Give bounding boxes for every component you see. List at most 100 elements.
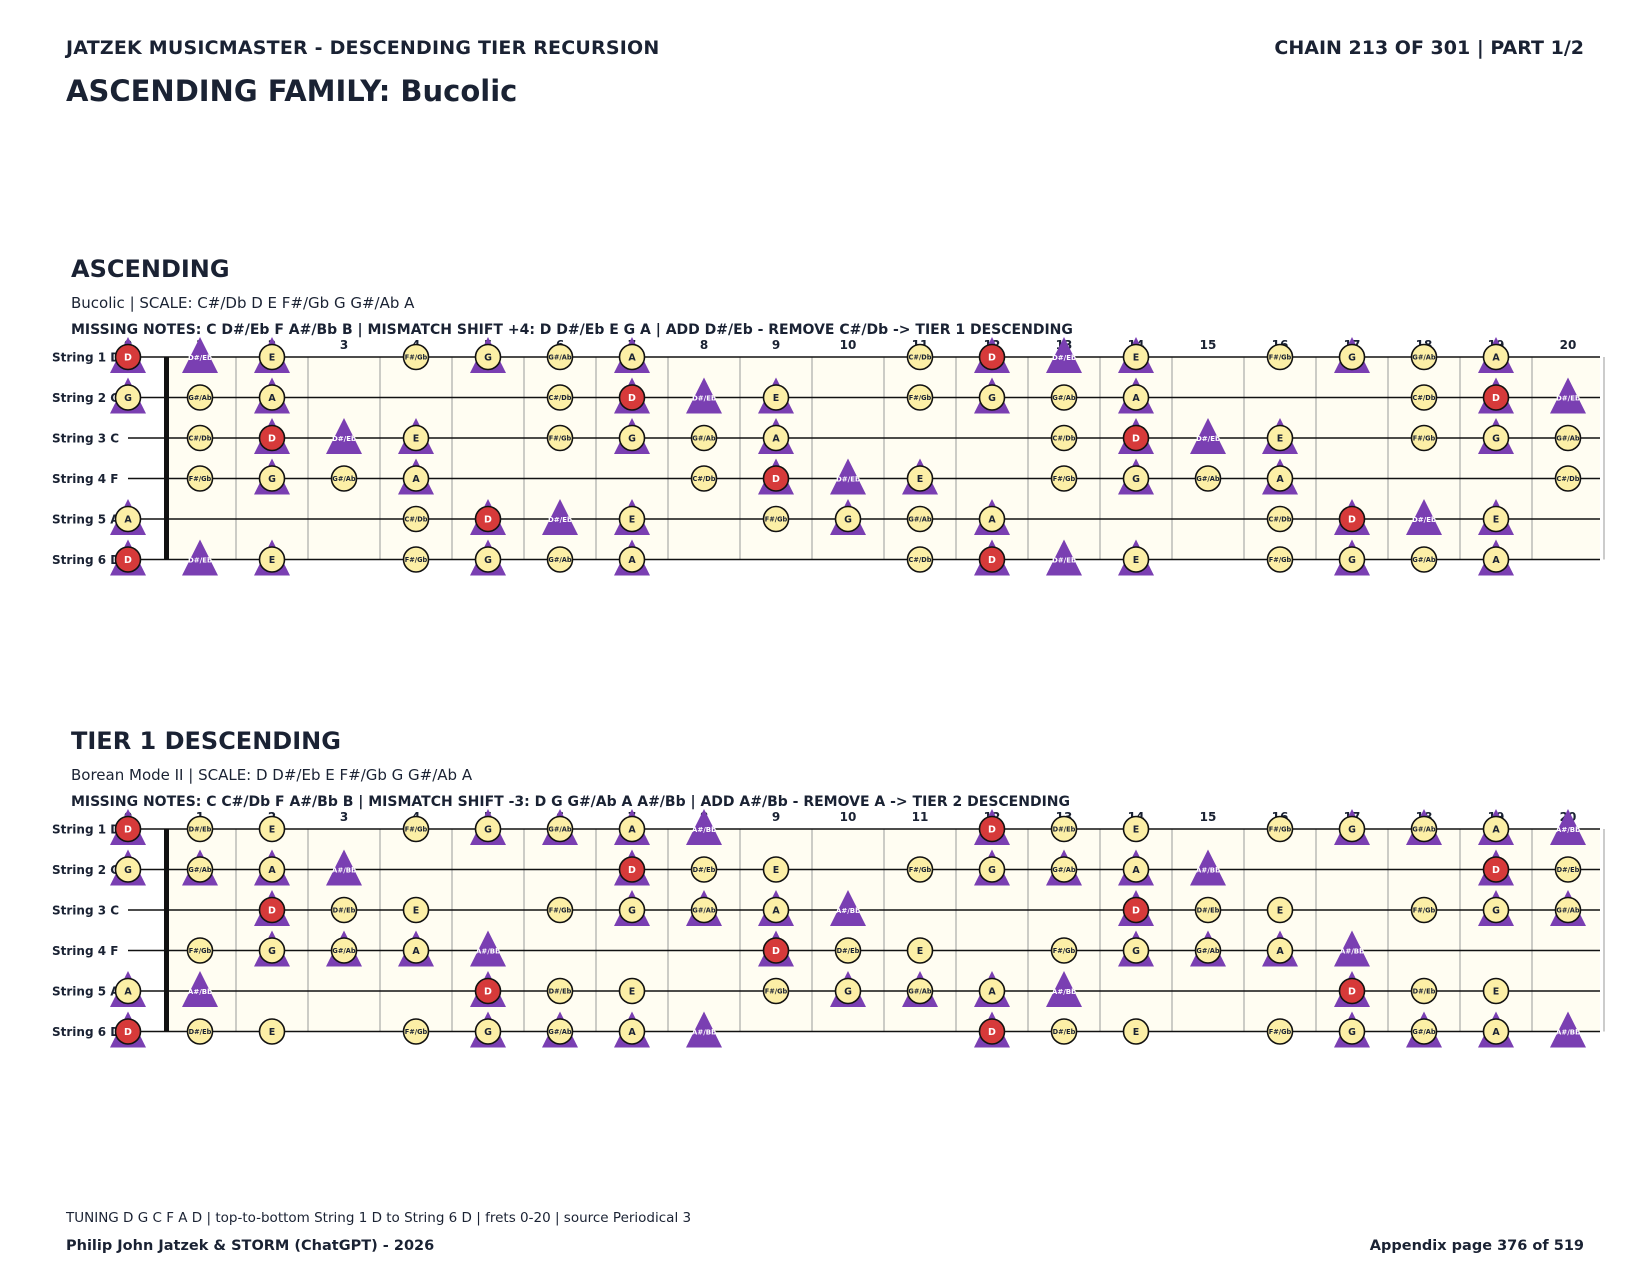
footer-tuning-note: TUNING D G C F A D | top-to-bottom Strin… bbox=[66, 1210, 692, 1226]
string-label: String 3 C bbox=[52, 904, 119, 918]
scale-note-label: G bbox=[484, 824, 492, 835]
scale-note-label: F#/Gb bbox=[1269, 556, 1292, 564]
scale-note-label: E bbox=[1133, 824, 1140, 835]
scale-note-marker bbox=[114, 505, 142, 533]
scale-note-label: G#/Ab bbox=[548, 1028, 571, 1036]
scale-note-label: E bbox=[917, 474, 924, 485]
scale-note-marker bbox=[1410, 384, 1438, 411]
root-note-marker bbox=[618, 384, 646, 411]
scale-note-marker bbox=[1554, 856, 1582, 883]
scale-note-label: G#/Ab bbox=[692, 434, 715, 442]
string-label: String 6 D bbox=[52, 1025, 120, 1039]
scale-note-marker bbox=[402, 1018, 430, 1045]
shift-note-label: A#/Bb bbox=[1556, 1029, 1580, 1037]
scale-note-label: F#/Gb bbox=[765, 987, 788, 995]
scale-note-marker bbox=[618, 424, 646, 452]
scale-note-label: G#/Ab bbox=[1196, 475, 1219, 483]
scale-note-marker bbox=[978, 856, 1006, 883]
scale-note-marker bbox=[690, 896, 718, 924]
root-note-marker bbox=[114, 546, 142, 573]
shift-triangle-marker bbox=[1550, 377, 1586, 414]
scale-note-marker bbox=[906, 546, 934, 573]
shift-note-label: A#/Bb bbox=[836, 907, 860, 915]
shift-note-label: A#/Bb bbox=[1052, 988, 1076, 996]
scale-note-marker bbox=[186, 856, 214, 883]
scale-note-label: G bbox=[484, 555, 492, 566]
scale-note-marker bbox=[1122, 937, 1150, 964]
scale-note-label: A bbox=[1276, 474, 1284, 485]
scale-note-label: G#/Ab bbox=[908, 987, 931, 995]
scale-note-label: G bbox=[484, 1027, 492, 1038]
scale-note-marker bbox=[906, 505, 934, 533]
scale-note-label: A bbox=[988, 986, 996, 997]
shift-note-label: D#/Eb bbox=[188, 557, 212, 565]
shift-triangle-marker bbox=[1046, 337, 1082, 373]
scale-note-label: G bbox=[124, 865, 132, 876]
scale-note-label: D bbox=[484, 986, 492, 997]
scale-note-label: G#/Ab bbox=[332, 475, 355, 483]
scale-note-marker bbox=[1410, 424, 1438, 452]
string-label: String 4 F bbox=[52, 944, 118, 958]
scale-note-label: G bbox=[628, 433, 636, 444]
shift-note-label: D#/Eb bbox=[1556, 395, 1580, 403]
scale-note-label: F#/Gb bbox=[405, 556, 428, 564]
scale-note-label: F#/Gb bbox=[1269, 825, 1292, 833]
scale-note-label: E bbox=[1493, 514, 1500, 525]
shift-note-label: D#/Eb bbox=[188, 354, 212, 362]
scale-note-marker bbox=[330, 937, 358, 964]
scale-note-label: G bbox=[988, 865, 996, 876]
scale-note-label: G#/Ab bbox=[1556, 434, 1579, 442]
string-label: String 2 G bbox=[52, 391, 120, 405]
scale-note-marker bbox=[402, 343, 430, 371]
scale-note-marker bbox=[186, 1018, 214, 1045]
scale-note-marker bbox=[618, 1018, 646, 1045]
scale-note-marker bbox=[546, 546, 574, 573]
scale-note-label: A bbox=[268, 865, 276, 876]
scale-note-label: C#/Db bbox=[909, 556, 932, 564]
shift-note-label: D#/Eb bbox=[836, 476, 860, 484]
fret-number: 9 bbox=[772, 338, 780, 352]
scale-note-marker bbox=[906, 384, 934, 411]
scale-note-marker bbox=[330, 465, 358, 492]
scale-note-label: E bbox=[1133, 1027, 1140, 1038]
scale-note-marker bbox=[186, 937, 214, 964]
scale-note-marker bbox=[978, 977, 1006, 1005]
scale-note-marker bbox=[690, 856, 718, 883]
scale-note-label: G#/Ab bbox=[692, 906, 715, 914]
shift-note-label: A#/Bb bbox=[1556, 826, 1580, 834]
scale-note-marker bbox=[402, 505, 430, 533]
shift-note-label: D#/Eb bbox=[692, 395, 716, 403]
string-label: String 3 C bbox=[52, 432, 119, 446]
scale-note-label: E bbox=[629, 986, 636, 997]
fret-number: 10 bbox=[840, 338, 857, 352]
scale-note-marker bbox=[114, 856, 142, 883]
scale-note-label: G#/Ab bbox=[908, 515, 931, 523]
scale-note-label: D bbox=[1348, 514, 1356, 525]
scale-note-label: E bbox=[629, 514, 636, 525]
scale-note-label: D#/Eb bbox=[693, 866, 716, 874]
shift-note-label: A#/Bb bbox=[692, 1029, 716, 1037]
scale-note-label: C#/Db bbox=[909, 353, 932, 361]
shift-triangle-marker bbox=[1046, 971, 1082, 1007]
scale-note-label: G bbox=[268, 946, 276, 957]
scale-note-marker bbox=[258, 937, 286, 964]
scale-note-label: C#/Db bbox=[1557, 475, 1580, 483]
root-note-marker bbox=[978, 343, 1006, 371]
scale-note-marker bbox=[618, 505, 646, 533]
scale-note-marker bbox=[186, 815, 214, 843]
scale-note-marker bbox=[1266, 815, 1294, 843]
scale-note-label: D bbox=[988, 1027, 996, 1038]
section-title-ascending: ASCENDING bbox=[71, 255, 230, 283]
scale-note-label: A bbox=[1492, 555, 1500, 566]
shift-note-label: A#/Bb bbox=[692, 826, 716, 834]
scale-note-marker bbox=[402, 465, 430, 492]
fret-number: 20 bbox=[1560, 338, 1577, 352]
scale-note-label: D bbox=[484, 514, 492, 525]
scale-note-label: A bbox=[628, 352, 636, 363]
shift-triangle-marker bbox=[542, 499, 578, 535]
scale-note-label: F#/Gb bbox=[1269, 1028, 1292, 1036]
shift-triangle-marker bbox=[686, 377, 722, 414]
scale-note-label: D bbox=[772, 946, 780, 957]
scale-note-label: D bbox=[628, 393, 636, 404]
fret-number: 15 bbox=[1200, 810, 1217, 824]
